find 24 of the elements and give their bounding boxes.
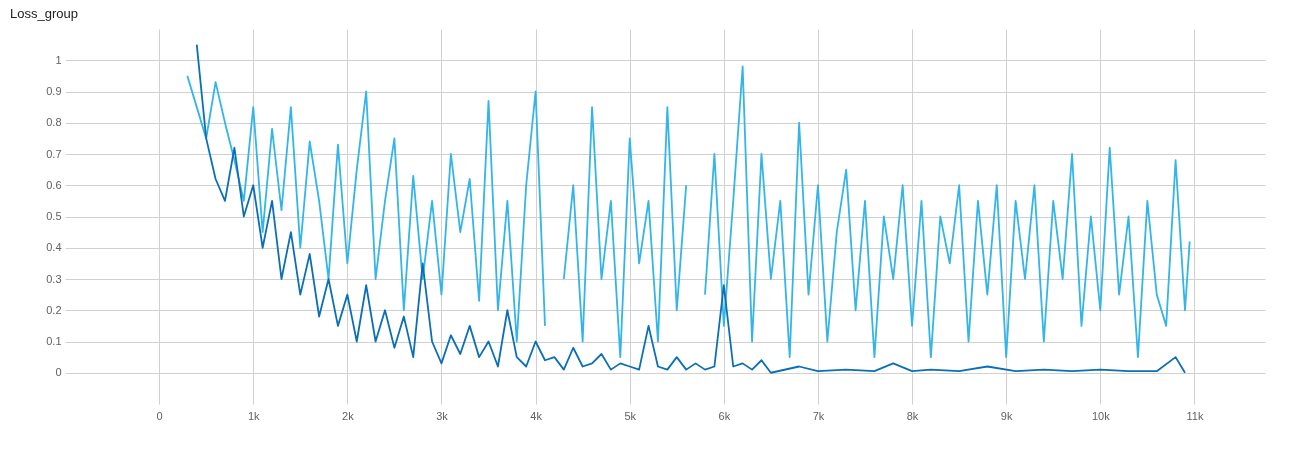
x-tick-label: 3k xyxy=(436,409,449,422)
y-tick-label: 1 xyxy=(55,53,62,66)
y-tick-label: 0.9 xyxy=(46,85,62,97)
y-tick-label: 0.8 xyxy=(46,116,62,129)
x-tick-label: 4k xyxy=(530,409,543,422)
y-tick-label: 0.1 xyxy=(46,335,62,347)
y-tick-label: 0.5 xyxy=(46,210,62,222)
x-tick-label: 5k xyxy=(624,409,637,422)
x-tick-label: 9k xyxy=(1000,409,1013,422)
x-tick-label: 6k xyxy=(718,409,731,422)
x-tick-label: 0 xyxy=(156,409,163,422)
y-tick-label: 0.2 xyxy=(46,303,62,316)
x-tick-label: 10k xyxy=(1091,409,1111,422)
y-tick-label: 0.3 xyxy=(46,272,62,285)
x-tick-label: 11k xyxy=(1186,409,1204,422)
chart-title: Loss_group xyxy=(10,6,78,21)
y-tick-label: 0 xyxy=(55,366,62,379)
y-tick-label: 0.7 xyxy=(46,147,62,160)
y-tick-label: 0.4 xyxy=(46,241,62,254)
x-tick-label: 8k xyxy=(906,409,919,422)
x-tick-label: 7k xyxy=(812,409,825,422)
x-tick-label: 1k xyxy=(247,409,261,422)
x-tick-label: 2k xyxy=(342,409,355,422)
y-tick-label: 0.6 xyxy=(46,178,62,191)
